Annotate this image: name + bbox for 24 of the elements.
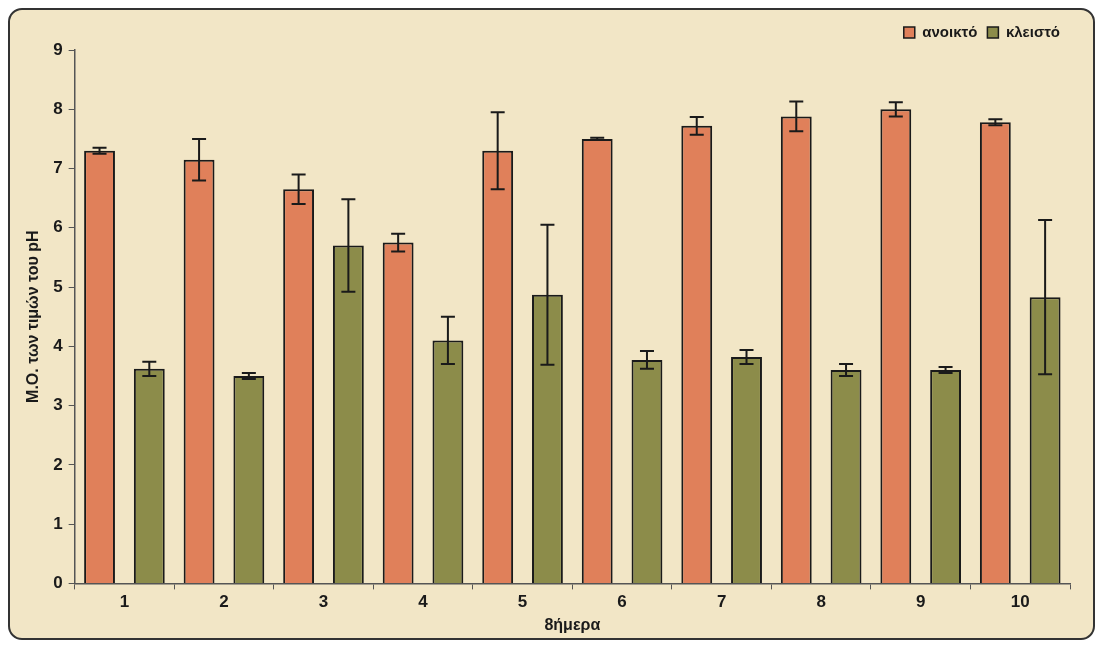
y-tick-label: 3 [53,395,63,415]
x-tick-label: 3 [318,592,329,612]
x-tick-label: 9 [915,592,926,612]
y-tick-label: 7 [53,158,63,178]
x-tick-label: 7 [716,592,727,612]
x-tick-label: 1 [119,592,130,612]
x-tick-label: 4 [418,592,429,612]
x-tick-label: 5 [517,592,528,612]
x-axis-title: 8ήμερα [544,615,601,633]
x-tick-label: 10 [1010,592,1030,612]
y-tick-label: 8 [53,98,63,118]
x-tick-label: 2 [219,592,229,612]
x-tick-label: 6 [617,592,627,612]
y-tick-label: 1 [53,513,63,533]
legend-label: ανοικτό [922,22,978,40]
x-tick-label: 8 [816,592,826,612]
y-tick-label: 0 [53,573,63,593]
y-tick-label: 6 [53,217,63,237]
legend-label: κλειστό [1005,22,1061,40]
y-tick-label: 2 [53,454,63,474]
y-axis-title: Μ.Ο. των τιμών του pH [24,230,42,403]
y-tick-label: 4 [53,336,64,356]
y-tick-label: 5 [53,276,63,296]
y-tick-label: 9 [53,39,63,59]
